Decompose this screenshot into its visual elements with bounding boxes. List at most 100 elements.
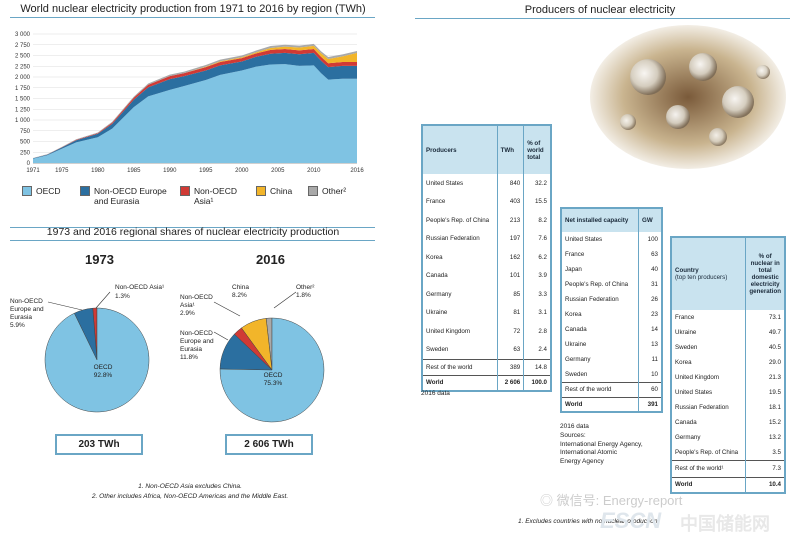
table-row: France 403 15.5 [422, 192, 552, 211]
table-row: Canada 101 3.9 [422, 266, 552, 285]
legend-swatch [256, 186, 266, 196]
brand-logo-left: ESCN [600, 508, 662, 533]
table-row: Ukraine 13 [561, 337, 663, 352]
producers-header: Producers [422, 125, 498, 174]
watermark: ◎ 微信号: Energy-report [540, 493, 683, 508]
area-chart: 0 250 500 750 1 000 1 250 1 500 1 750 2 000 2 250… [15, 32, 364, 174]
pie2016-oecd-label: OECD 75.3% [263, 372, 283, 387]
table-row: World 10.4 [671, 476, 786, 493]
footnote-2: 2. Other includes Africa, Non-OECD Ameri… [91, 493, 289, 500]
pie-2016-total: 2 606 TWh [225, 434, 313, 455]
area-chart-series [33, 43, 357, 163]
gw-header: GW [638, 208, 663, 232]
leader-line [273, 291, 297, 309]
table-row: Germany 85 3.3 [422, 285, 552, 304]
pie-1973-total: 203 TWh [55, 434, 143, 455]
table-row: France 73.1 [671, 310, 786, 325]
table-row: Canada 14 [561, 322, 663, 337]
area-series-oecd [33, 64, 357, 163]
pie1973-oecd-label: OECD 92.8% [93, 364, 113, 379]
y-tick-label: 750 [20, 129, 31, 135]
table-row: Korea 29.0 [671, 355, 786, 370]
footnote-1: 1. Non-OECD Asia excludes China. [138, 483, 242, 490]
table-row: People's Rep. of China 213 8.2 [422, 211, 552, 230]
table-row: World 2 606 100.0 [422, 374, 552, 391]
area-series-other- [33, 43, 357, 159]
pie-2016 [219, 317, 325, 423]
area-series-non-oecd-asia- [33, 49, 357, 159]
legend-swatch [308, 186, 318, 196]
pie-slice-oecd [219, 317, 325, 423]
legend-swatch [22, 186, 32, 196]
table-row: Korea 23 [561, 307, 663, 322]
leader-line [47, 301, 83, 311]
x-tick-label: 1990 [163, 168, 177, 174]
pie-1973 [44, 307, 150, 413]
leader-line [213, 331, 229, 341]
area-series-china [33, 45, 357, 159]
y-tick-label: 2 500 [15, 54, 31, 60]
y-tick-label: 1 250 [15, 107, 31, 113]
pie1973-europe-label: Non-OECD Europe and Eurasia 5.9% [10, 298, 44, 329]
x-tick-label: 1985 [127, 168, 141, 174]
chandelier-image [590, 25, 786, 169]
table-row: Sweden 40.5 [671, 340, 786, 355]
producers-note: 2016 data [421, 390, 450, 397]
table-row: Rest of the world¹ 7.3 [671, 459, 786, 477]
x-tick-label: 1980 [91, 168, 105, 174]
pie-1973-year: 1973 [85, 252, 114, 267]
y-tick-label: 2 750 [15, 43, 31, 49]
table-row: Rest of the world 60 [561, 381, 663, 397]
table-row: United States 100 [561, 232, 663, 247]
pie2016-other-label: Other² 1.8% [296, 284, 315, 299]
share-footnote: 1. Excludes countries with no nuclear pr… [518, 518, 660, 525]
capacity-header: Net installed capacity [561, 208, 639, 232]
pie1973-asia-label: Non-OECD Asia¹ [115, 284, 165, 291]
table-row: Korea 162 6.2 [422, 248, 552, 267]
right-title: Producers of nuclear electricity [524, 4, 676, 16]
table-row: Canada 15.2 [671, 415, 786, 430]
pie2016-asia-label: Non-OECD Asia¹ 2.9% [180, 294, 213, 317]
y-tick-label: 0 [27, 161, 31, 167]
capacity-notes: 2016 data Sources: International Energy … [560, 423, 643, 466]
y-tick-label: 1 750 [15, 86, 31, 92]
capacity-table: Net installed capacity GW United States 1… [560, 207, 663, 413]
y-tick-label: 2 000 [15, 75, 31, 81]
legend-other: Other² [308, 186, 346, 196]
pies-rule-bottom [10, 240, 375, 241]
legend-swatch [80, 186, 90, 196]
area-series-non-oecd-europe-and-eurasia [33, 52, 357, 159]
pct-header: % of world total [523, 125, 552, 174]
table-row: United States 840 32.2 [422, 174, 552, 193]
table-row: France 63 [561, 247, 663, 262]
x-tick-label: 2010 [307, 168, 321, 174]
y-tick-label: 1 000 [15, 118, 31, 124]
leader-line [95, 291, 111, 309]
brand-logo-right: 中国储能网 [680, 514, 770, 534]
table-row: World 391 [561, 396, 663, 412]
table-row: Sweden 63 2.4 [422, 340, 552, 359]
right-title-rule [415, 18, 790, 19]
wechat-icon: ◎ [540, 493, 554, 508]
y-tick-label: 3 000 [15, 32, 31, 38]
y-tick-label: 1 500 [15, 97, 31, 103]
leader-line [213, 301, 241, 317]
table-row: Sweden 10 [561, 367, 663, 382]
table-row: United Kingdom 21.3 [671, 370, 786, 385]
country-header: Country (top ten producers) [671, 237, 747, 310]
pie2016-europe-label: Non-OECD Europe and Eurasia 11.8% [180, 330, 214, 361]
y-tick-label: 500 [20, 140, 31, 146]
legend-oecd: OECD [22, 186, 61, 196]
legend-china: China [256, 186, 292, 196]
pie1973-asia-pct: 1.3% [115, 293, 130, 300]
pies-rule-top [10, 227, 375, 228]
pies-title: 1973 and 2016 regional shares of nuclear… [46, 226, 340, 238]
table-row: Germany 13.2 [671, 430, 786, 445]
table-row: Ukraine 81 3.1 [422, 303, 552, 322]
producers-table: Producers TWh % of world total United St… [421, 124, 552, 392]
table-row: United Kingdom 72 2.8 [422, 322, 552, 341]
table-row: People's Rep. of China 31 [561, 277, 663, 292]
x-tick-label: 2000 [235, 168, 249, 174]
share-table: Country (top ten producers) % of nuclear … [670, 236, 786, 494]
x-tick-label: 1971 [26, 168, 40, 174]
